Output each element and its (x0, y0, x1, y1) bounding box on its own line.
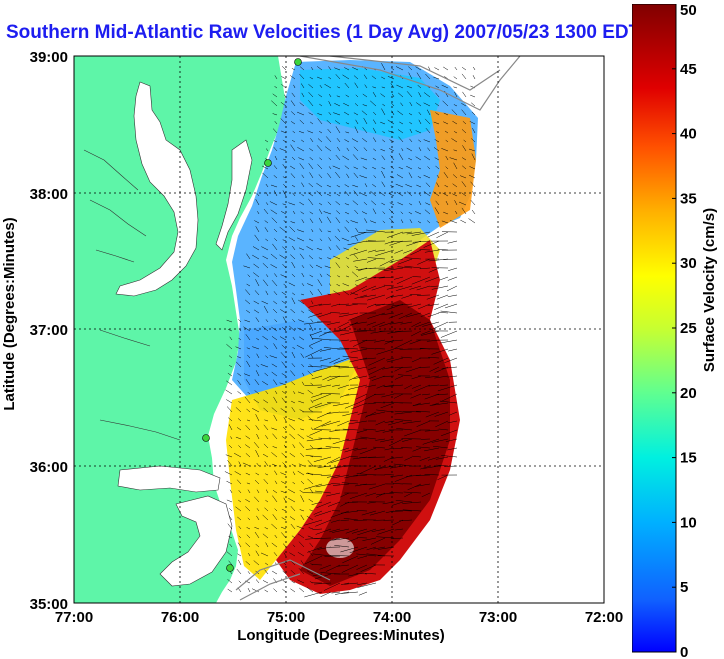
x-tick-label: 75:00 (267, 609, 305, 626)
colorbar-tick-label: 10 (680, 514, 697, 531)
x-tick-label: 74:00 (373, 609, 411, 626)
y-tick-label: 37:00 (30, 322, 68, 339)
colorbar-scale (632, 4, 677, 653)
x-tick-label: 76:00 (161, 609, 199, 626)
velocity-field-low-spot (326, 538, 354, 558)
x-tick-label: 73:00 (479, 609, 517, 626)
y-tick-label: 38:00 (30, 186, 68, 203)
x-tick-labels: 77:00 76:00 75:00 74:00 73:00 72:00 (55, 609, 623, 626)
chesapeake-bay (115, 81, 199, 297)
x-tick-label: 72:00 (585, 609, 623, 626)
y-tick-label: 36:00 (30, 459, 68, 476)
colorbar-tick-label: 50 (680, 4, 697, 19)
velocity-field-mid-cyan (300, 68, 440, 140)
y-tick-label: 35:00 (30, 596, 68, 613)
y-axis-label: Latitude (Degrees:Minutes) (1, 217, 18, 410)
x-axis-label: Longitude (Degrees:Minutes) (237, 627, 445, 644)
bathymetry-contour-south (235, 559, 331, 601)
pamlico-sound (159, 495, 233, 587)
velocity-field-dark-core (300, 300, 450, 586)
colorbar-tick-label: 30 (680, 255, 697, 272)
radar-station-marker (226, 564, 234, 572)
colorbar-tick-label: 45 (680, 61, 697, 78)
grid-lines (74, 56, 604, 603)
velocity-field-low (232, 60, 478, 400)
velocity-arrows (224, 63, 476, 598)
colorbar-tick-label: 0 (680, 644, 688, 659)
y-tick-labels: 39:00 38:00 37:00 36:00 35:00 (30, 49, 68, 613)
eastern-shore-bay (215, 139, 253, 251)
colorbar-label: Surface Velocity (cm/s) (701, 208, 718, 372)
colorbar-tick-label: 35 (680, 190, 697, 207)
x-tick-label: 77:00 (55, 609, 93, 626)
colorbar-tick-label: 40 (680, 126, 697, 143)
colorbar-tick-label: 15 (680, 450, 697, 467)
river-lines (83, 149, 181, 441)
y-tick-label: 39:00 (30, 49, 68, 66)
bathymetry-contour (299, 56, 521, 111)
map-title: Southern Mid-Atlantic Raw Velocities (1 … (6, 22, 641, 43)
colorbar-tick-label: 25 (680, 320, 697, 337)
radar-station-marker (264, 159, 272, 167)
velocity-field-orange-ne (430, 110, 476, 228)
radar-station-marker (202, 434, 210, 442)
colorbar-tick-label: 5 (680, 579, 688, 596)
colorbar-tick-label: 20 (680, 385, 697, 402)
radar-station-marker (294, 58, 302, 66)
plot-border (73, 55, 605, 604)
